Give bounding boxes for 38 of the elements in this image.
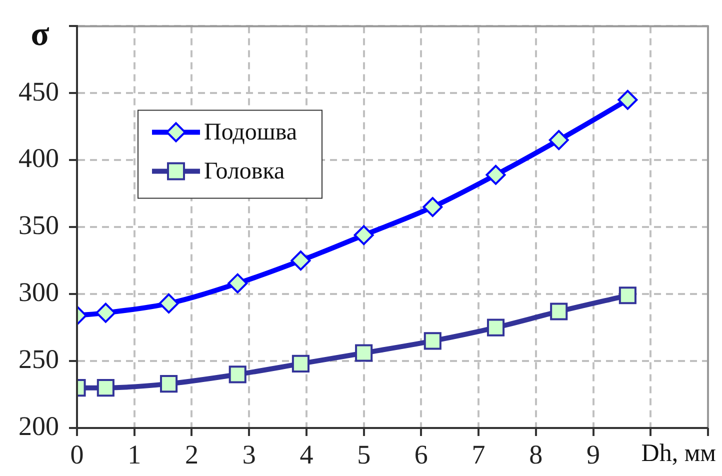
legend-label: Подошва [204, 119, 298, 146]
x-axis-title: Dh, мм [641, 440, 716, 468]
point [424, 332, 442, 350]
point [228, 366, 246, 384]
point [422, 197, 443, 218]
point [160, 375, 178, 393]
x-tick-label: 0 [70, 439, 84, 470]
x-tick-label: 6 [414, 439, 428, 470]
x-tick-label: 3 [242, 439, 256, 470]
point [228, 273, 248, 294]
x-tick-label: 7 [472, 439, 486, 470]
y-tick-label: 400 [18, 143, 59, 174]
point [486, 318, 505, 336]
point [486, 164, 506, 185]
point [618, 90, 638, 110]
x-tick-label: 2 [184, 439, 198, 470]
point [96, 379, 114, 397]
x-tick-label: 1 [128, 439, 142, 470]
x-tick-label: 5 [357, 439, 371, 470]
point [96, 302, 116, 323]
point [548, 130, 569, 150]
point [290, 250, 311, 271]
point [618, 286, 636, 304]
point [292, 354, 310, 372]
x-tick-label: 4 [300, 439, 314, 470]
y-tick-label: 350 [18, 210, 59, 240]
x-tick-label: 9 [586, 439, 600, 470]
y-tick-label: 450 [18, 76, 59, 106]
y-tick-label: 200 [18, 411, 59, 442]
legend-label: Головка [204, 158, 286, 184]
point [355, 344, 373, 362]
point [354, 225, 374, 246]
point [550, 302, 568, 320]
y-tick-label: 300 [18, 277, 59, 308]
point [158, 293, 179, 314]
y-axis-title: σ [30, 16, 50, 53]
y-tick-label: 250 [18, 344, 59, 374]
x-tick-label: 8 [529, 439, 543, 470]
